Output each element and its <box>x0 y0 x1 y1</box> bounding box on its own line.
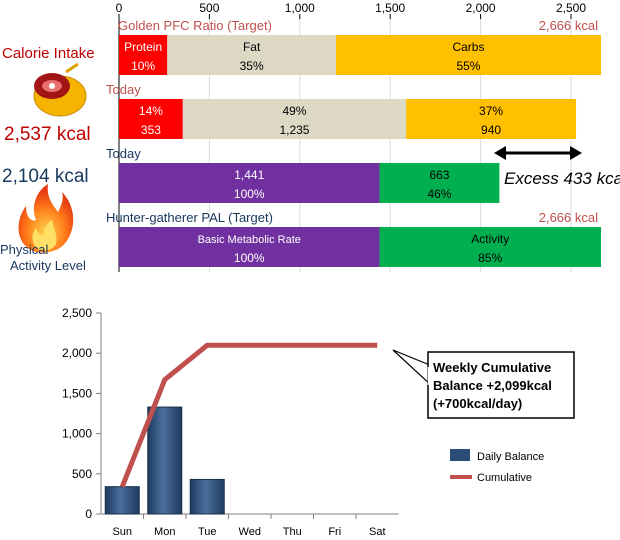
weekly-x-tick-label: Mon <box>154 526 175 538</box>
today-intake-label: Today <box>106 82 141 97</box>
top-segment-label: 1,441 <box>234 168 264 182</box>
target-pal-total: 2,666 kcal <box>539 210 598 225</box>
top-segment <box>167 35 336 75</box>
weekly-y-tick-label: 500 <box>72 467 92 481</box>
pal-label-line2: Activity Level <box>10 258 86 273</box>
weekly-x-tick-label: Wed <box>239 526 261 538</box>
top-row: 1,441 100% 663 46% <box>119 163 500 203</box>
today-burn-label: Today <box>106 146 141 161</box>
target-pal-label: Hunter-gatherer PAL (Target) <box>106 210 273 225</box>
legend-swatch-daily <box>450 449 470 461</box>
top-tick-label: 2,000 <box>466 1 496 15</box>
top-tick-label: 1,500 <box>375 1 405 15</box>
top-segment <box>119 35 168 75</box>
weekly-x-tick-label: Fri <box>328 526 341 538</box>
top-segment-sublabel: 100% <box>234 251 265 265</box>
top-segment-label: Protein <box>124 40 162 54</box>
food-icon <box>33 62 87 117</box>
top-segment-sublabel: 46% <box>427 187 451 201</box>
top-segment <box>335 35 601 75</box>
top-segment <box>379 163 500 203</box>
top-segment-label: 49% <box>282 104 306 118</box>
flame-icon <box>18 184 74 253</box>
calorie-intake-title: Calorie Intake <box>2 45 95 62</box>
weekly-x-tick-label: Sun <box>112 526 132 538</box>
weekly-chart-bars <box>104 406 225 515</box>
excess-label: Excess 433 kcal <box>504 169 620 188</box>
top-segment-sublabel: 10% <box>131 59 155 73</box>
top-segment-label: Activity <box>471 232 509 246</box>
top-row: Protein 10% Fat 35% Carbs 55% <box>119 35 601 75</box>
weekly-x-tick-label: Sat <box>369 526 386 538</box>
weekly-y-tick-label: 0 <box>85 507 92 521</box>
calorie-intake-value: 2,537 kcal <box>4 124 91 145</box>
top-row: 14% 353 49% 1,235 37% 940 <box>119 99 577 139</box>
top-segment-sublabel: 100% <box>234 187 265 201</box>
pal-label-line1: Physical <box>0 242 49 257</box>
top-segment-label: Basic Metabolic Rate <box>198 234 301 246</box>
top-segment-sublabel: 940 <box>481 123 501 137</box>
weekly-y-tick-label: 1,000 <box>62 427 92 441</box>
callout-pointer <box>392 349 433 388</box>
target-pfc-label: Golden PFC Ratio (Target) <box>118 18 272 33</box>
top-row: Basic Metabolic Rate 100% Activity 85% <box>119 227 601 267</box>
top-tick-label: 500 <box>199 1 219 15</box>
callout-line1: Weekly Cumulative <box>433 360 551 375</box>
daily-balance-bar <box>104 486 140 515</box>
top-segment <box>406 99 577 139</box>
top-segment-label: Fat <box>243 40 261 54</box>
weekly-x-tick-label: Tue <box>198 526 217 538</box>
top-segment-sublabel: 353 <box>141 123 161 137</box>
daily-balance-bar <box>189 478 225 515</box>
weekly-y-tick-label: 1,500 <box>62 386 92 400</box>
excess-arrow <box>494 146 582 160</box>
callout-line2: Balance +2,099kcal <box>433 378 552 393</box>
top-segment <box>119 227 380 267</box>
legend-label-daily: Daily Balance <box>477 451 544 463</box>
top-segment-sublabel: 85% <box>478 251 502 265</box>
top-segment-label: 14% <box>139 104 163 118</box>
top-segment <box>119 99 183 139</box>
activity-burn-value: 2,104 kcal <box>2 166 89 187</box>
top-chart-bars: Protein 10% Fat 35% Carbs 55% 14% 353 49% 1,235 37… <box>119 35 601 267</box>
daily-balance-bar <box>147 406 183 515</box>
cumulative-line <box>119 342 378 488</box>
top-segment-sublabel: 1,235 <box>279 123 309 137</box>
top-segment <box>379 227 601 267</box>
callout-line3: (+700kcal/day) <box>433 396 522 411</box>
top-segment-label: 37% <box>479 104 503 118</box>
top-tick-label: 2,500 <box>556 1 586 15</box>
top-segment <box>182 99 407 139</box>
top-tick-label: 0 <box>116 1 123 15</box>
top-segment <box>119 163 380 203</box>
weekly-legend: Daily Balance Cumulative <box>450 449 544 484</box>
weekly-x-tick-label: Thu <box>283 526 302 538</box>
weekly-y-tick-label: 2,500 <box>62 306 92 320</box>
top-tick-label: 1,000 <box>285 1 315 15</box>
target-pfc-total: 2,666 kcal <box>539 18 598 33</box>
top-segment-sublabel: 55% <box>456 59 480 73</box>
top-segment-label: Carbs <box>452 40 484 54</box>
weekly-y-tick-label: 2,000 <box>62 346 92 360</box>
callout-box <box>427 351 575 419</box>
legend-label-cumulative: Cumulative <box>477 472 532 484</box>
top-segment-label: 663 <box>429 168 449 182</box>
weekly-chart-axis: 0 500 1,000 1,500 2,000 2,500 Sun Mon Tue Wed Thu F… <box>62 306 399 538</box>
top-segment-sublabel: 35% <box>240 59 264 73</box>
